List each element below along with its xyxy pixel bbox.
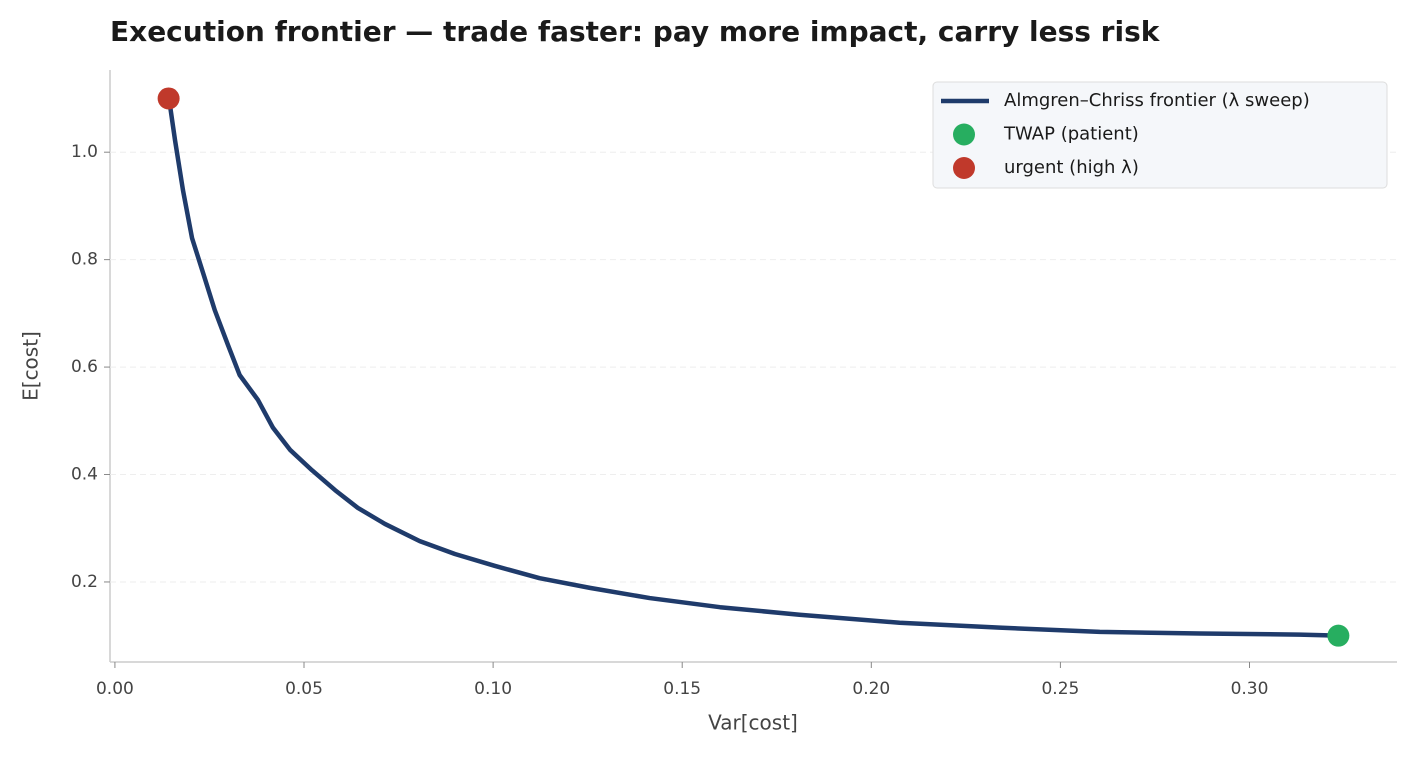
y-tick-label: 0.6 [71,357,98,377]
legend-label: TWAP (patient) [1003,124,1139,145]
marker [1327,624,1350,647]
y-tick-label: 0.4 [71,465,98,485]
x-tick-label: 0.25 [1041,679,1079,699]
x-tick-label: 0.15 [663,679,701,699]
y-tick-label: 0.2 [71,572,98,592]
x-tick-label: 0.10 [474,679,512,699]
legend-box [932,81,1388,189]
x-tick-label: 0.00 [96,679,134,699]
y-tick-label: 0.8 [71,250,98,270]
y-tick-label: 1.0 [71,142,98,162]
x-tick-label: 0.05 [285,679,323,699]
x-tick-label: 0.30 [1231,679,1269,699]
x-axis-label: Var[cost] [708,711,798,735]
frontier-line [166,98,1339,638]
x-tick-label: 0.20 [852,679,890,699]
chart-title: Execution frontier — trade faster: pay m… [110,15,1161,48]
legend-swatch [953,123,975,146]
y-axis-label: E[cost] [19,331,43,401]
marker [157,87,180,110]
legend-label: Almgren–Chriss frontier (λ sweep) [1004,90,1310,111]
legend-label: urgent (high λ) [1004,157,1139,178]
legend-swatch [953,157,975,179]
